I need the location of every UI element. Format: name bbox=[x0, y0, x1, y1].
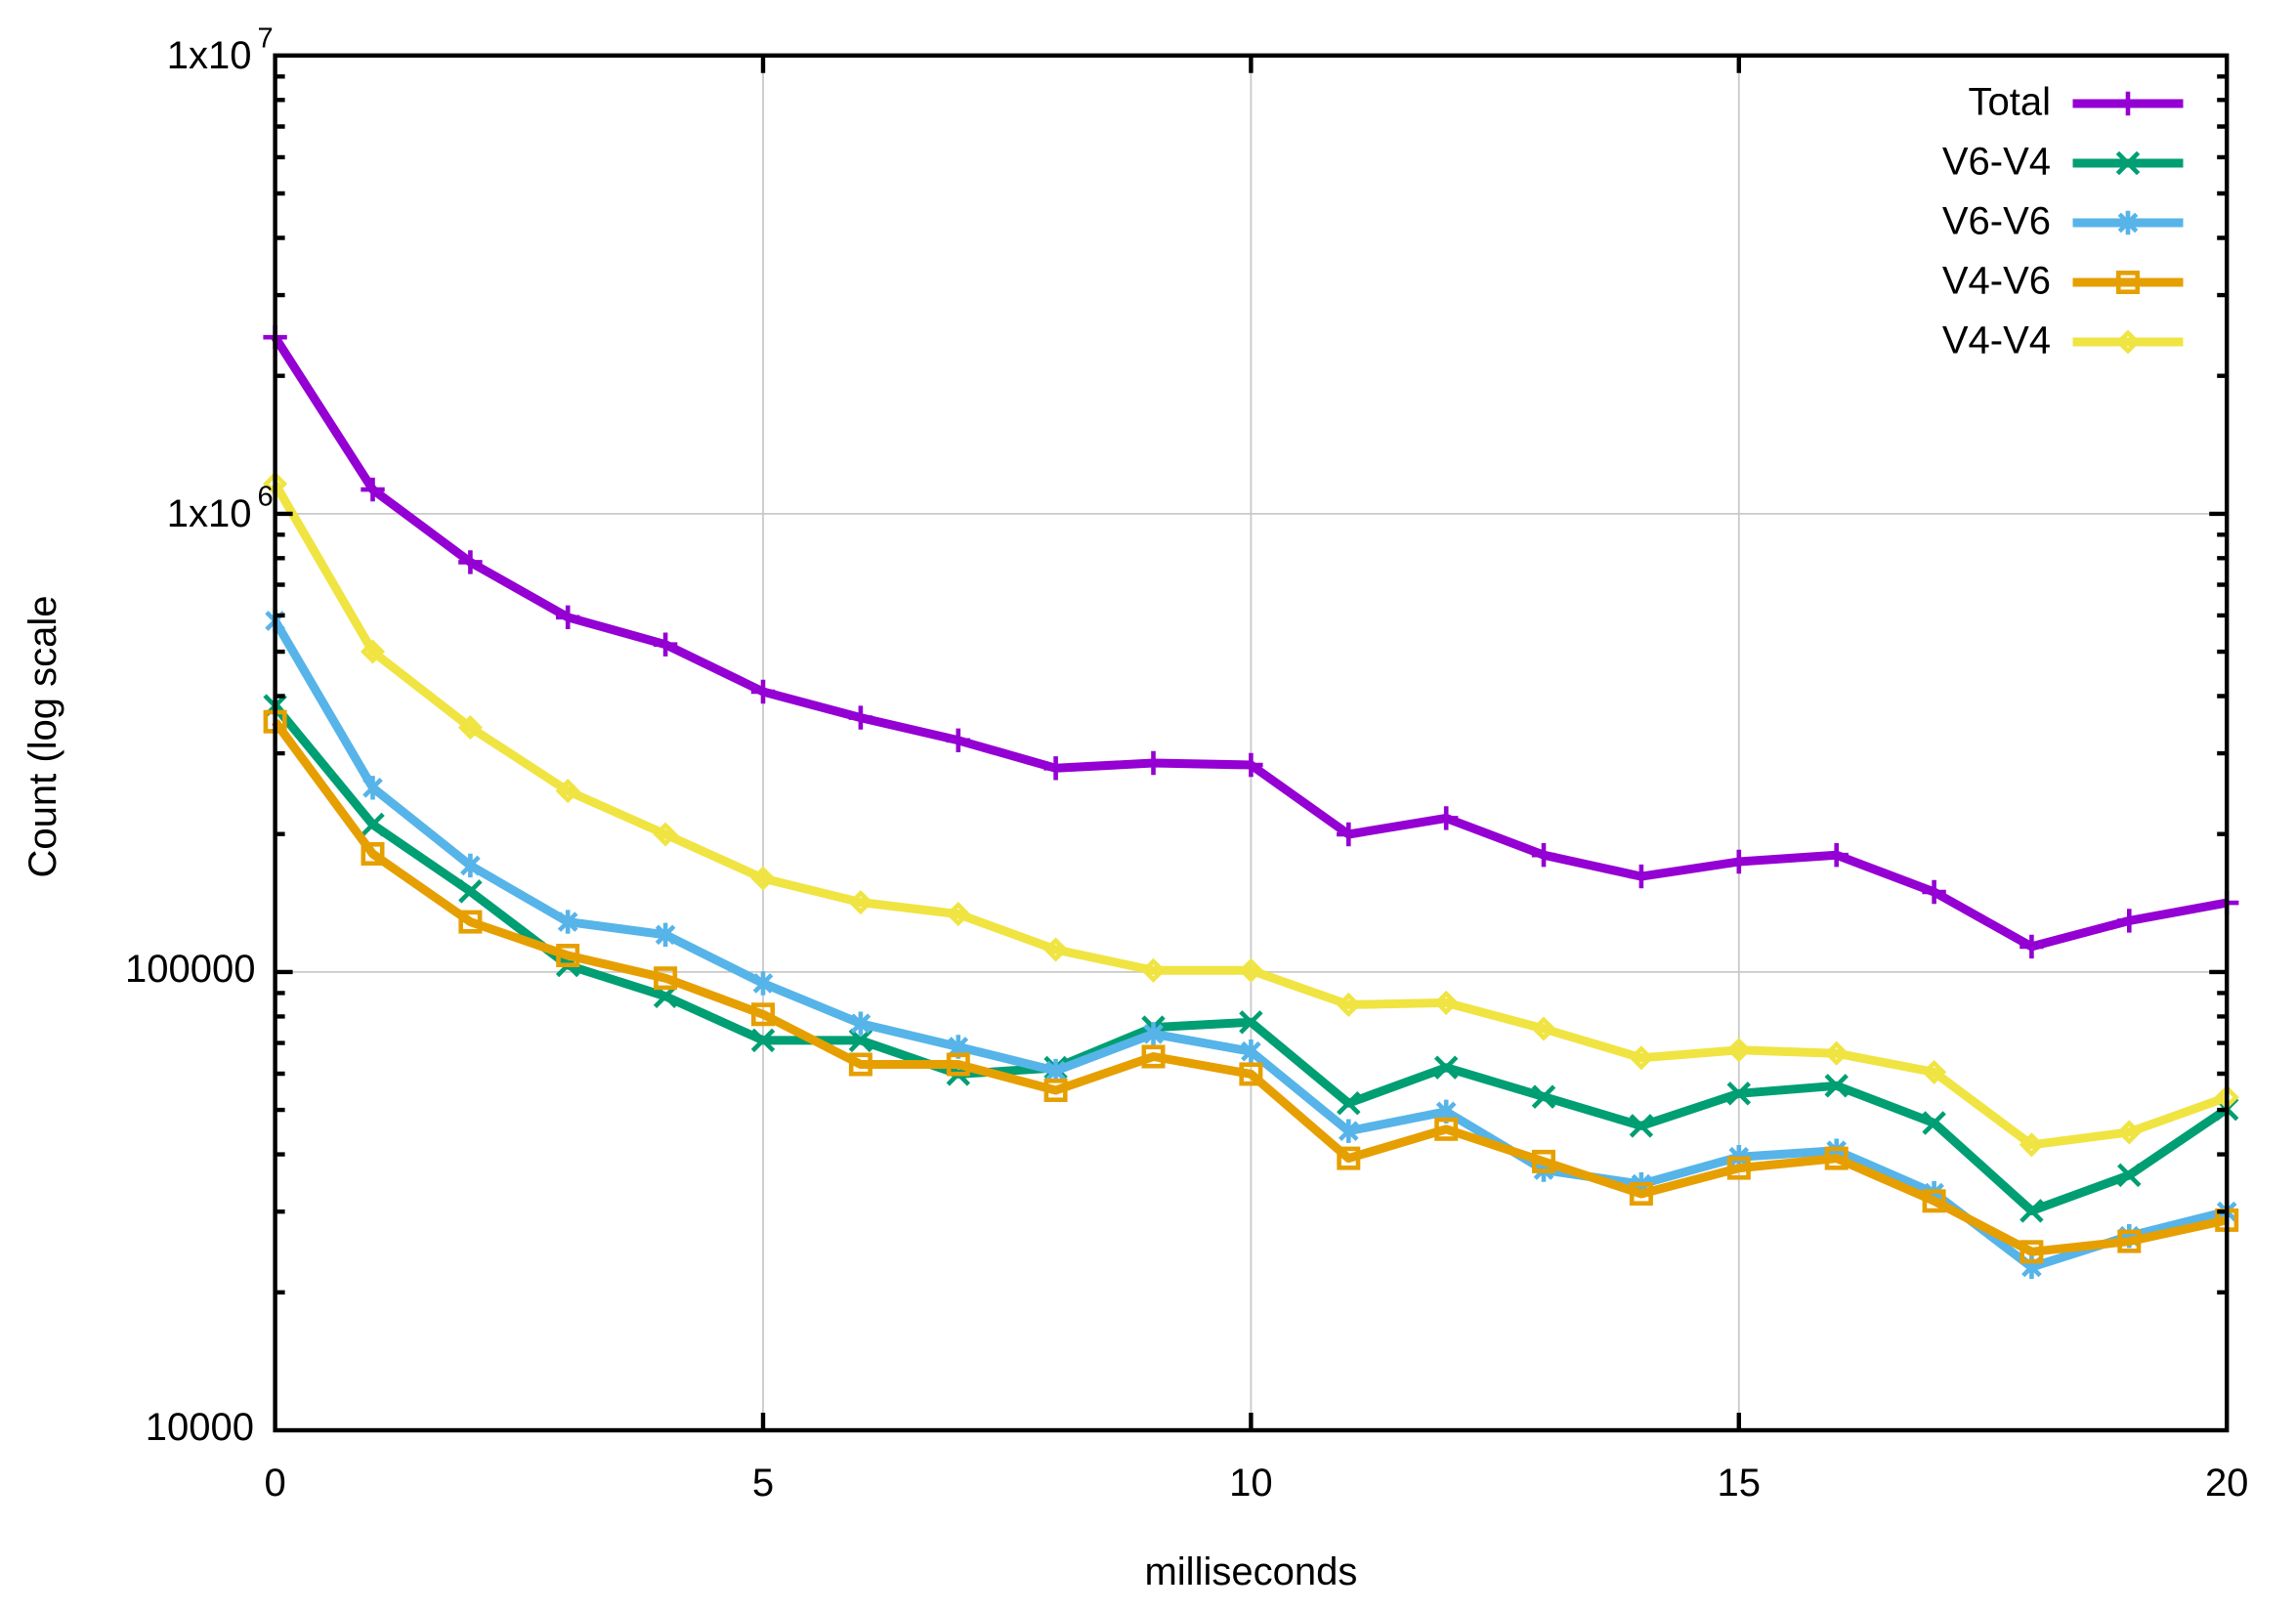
svg-text:5: 5 bbox=[752, 1462, 774, 1505]
svg-text:V6-V4: V6-V4 bbox=[1942, 141, 2051, 184]
svg-text:10: 10 bbox=[1229, 1462, 1273, 1505]
svg-text:V4-V6: V4-V6 bbox=[1942, 260, 2051, 303]
svg-text:1x10: 1x10 bbox=[167, 34, 252, 77]
svg-text:1x10: 1x10 bbox=[167, 492, 252, 535]
svg-text:100000: 100000 bbox=[125, 948, 255, 991]
svg-text:20: 20 bbox=[2205, 1462, 2249, 1505]
svg-text:7: 7 bbox=[258, 22, 274, 54]
svg-text:Count (log scale: Count (log scale bbox=[21, 595, 64, 877]
svg-text:10000: 10000 bbox=[146, 1406, 254, 1449]
svg-text:V6-V6: V6-V6 bbox=[1942, 200, 2051, 243]
svg-text:Total: Total bbox=[1969, 81, 2052, 124]
svg-text:milliseconds: milliseconds bbox=[1144, 1550, 1357, 1593]
svg-text:V4-V4: V4-V4 bbox=[1942, 319, 2051, 362]
svg-text:6: 6 bbox=[258, 481, 274, 512]
svg-text:0: 0 bbox=[264, 1462, 285, 1505]
svg-text:15: 15 bbox=[1718, 1462, 1762, 1505]
